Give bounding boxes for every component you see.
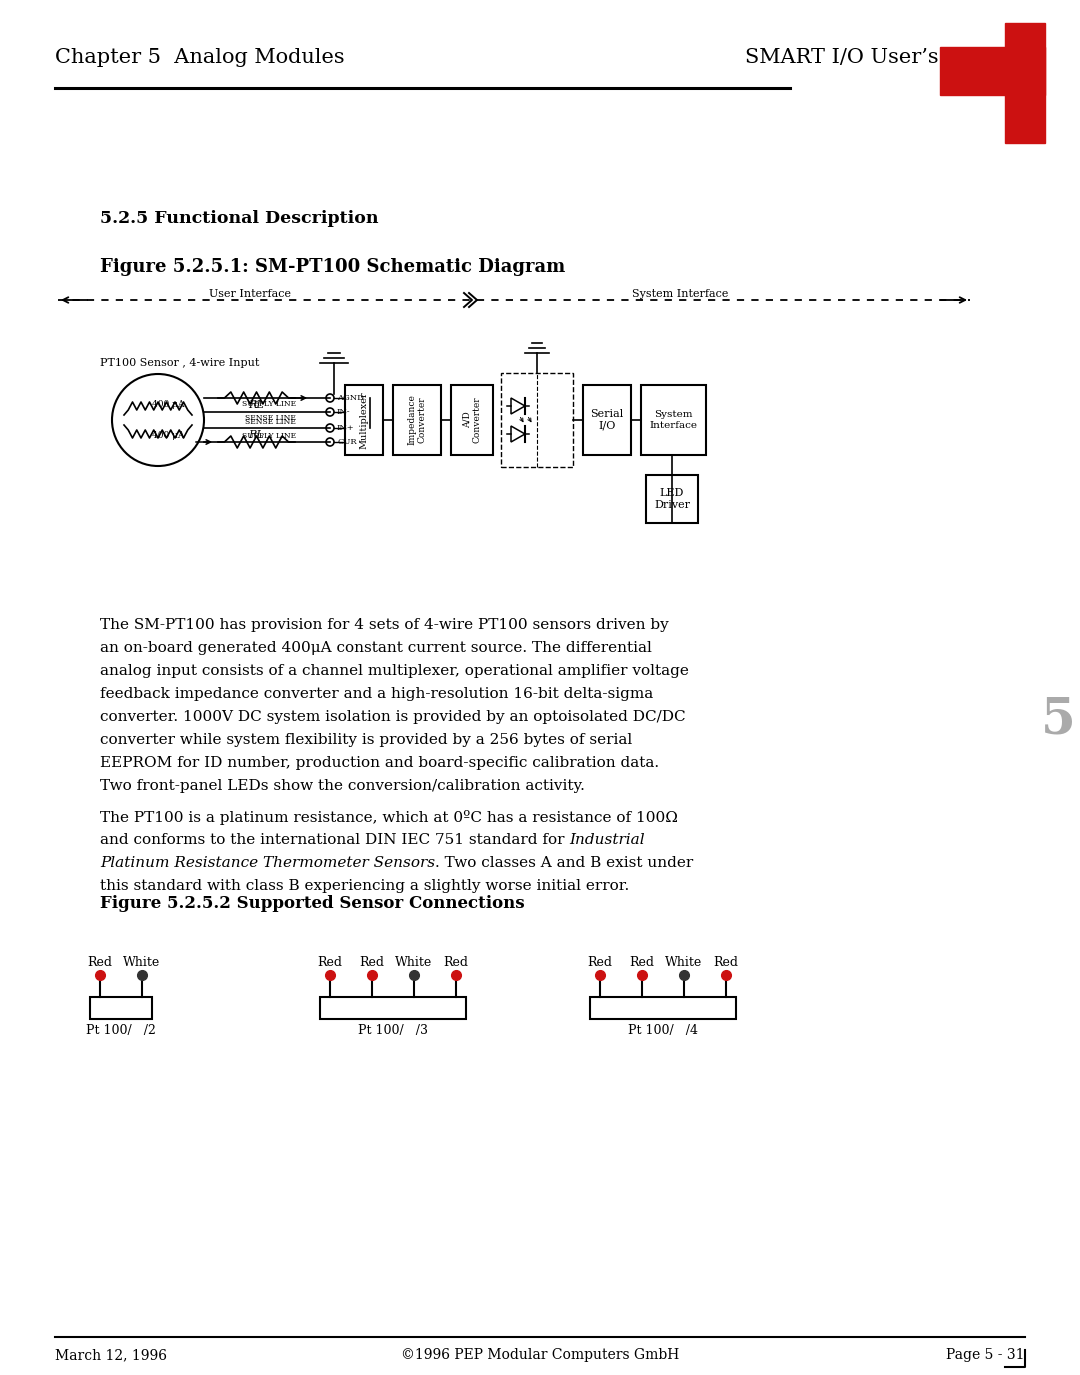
Text: The SM-PT100 has provision for 4 sets of 4-wire PT100 sensors driven by: The SM-PT100 has provision for 4 sets of… — [100, 617, 669, 632]
Text: System
Interface: System Interface — [649, 410, 698, 430]
Text: SUPPLY LINE: SUPPLY LINE — [242, 400, 296, 408]
Text: feedback impedance converter and a high-resolution 16-bit delta-sigma: feedback impedance converter and a high-… — [100, 688, 653, 701]
Text: SUPPLY LINE: SUPPLY LINE — [242, 432, 296, 440]
Text: Figure 5.2.5.2 Supported Sensor Connections: Figure 5.2.5.2 Supported Sensor Connecti… — [100, 895, 525, 912]
Text: Pt 100/   /3: Pt 100/ /3 — [357, 1024, 428, 1037]
Text: 5: 5 — [1041, 696, 1076, 744]
Text: IN-: IN- — [337, 408, 351, 417]
Text: PT100 Sensor , 4-wire Input: PT100 Sensor , 4-wire Input — [100, 358, 259, 368]
Text: RL: RL — [248, 430, 264, 440]
Text: ©1996 PEP Modular Computers GmbH: ©1996 PEP Modular Computers GmbH — [401, 1348, 679, 1363]
Text: Page 5 - 31: Page 5 - 31 — [946, 1348, 1025, 1363]
Text: Pt 100/   /4: Pt 100/ /4 — [627, 1024, 698, 1037]
Text: Two front-panel LEDs show the conversion/calibration activity.: Two front-panel LEDs show the conversion… — [100, 780, 585, 793]
Text: 400 μA: 400 μA — [152, 400, 185, 408]
Text: Chapter 5  Analog Modules: Chapter 5 Analog Modules — [55, 48, 345, 67]
Polygon shape — [511, 426, 525, 441]
Text: and conforms to the international DIN IEC 751 standard for: and conforms to the international DIN IE… — [100, 833, 569, 847]
Text: March 12, 1996: March 12, 1996 — [55, 1348, 167, 1363]
Bar — [590, 997, 735, 1019]
Text: Platinum Resistance Thermometer Sensors: Platinum Resistance Thermometer Sensors — [100, 857, 435, 870]
Text: White: White — [665, 956, 703, 969]
Bar — [646, 474, 698, 522]
Text: LED
Driver: LED Driver — [654, 488, 690, 510]
Text: Red: Red — [714, 956, 739, 969]
Text: 5.2.5 Functional Description: 5.2.5 Functional Description — [100, 210, 378, 227]
Text: White: White — [123, 956, 161, 969]
Bar — [393, 385, 441, 455]
Text: Impedance
Converter: Impedance Converter — [407, 395, 427, 446]
Bar — [642, 385, 706, 455]
Text: CUR: CUR — [337, 439, 356, 446]
Text: an on-board generated 400μA constant current source. The differential: an on-board generated 400μA constant cur… — [100, 641, 652, 654]
Text: User Interface: User Interface — [210, 289, 291, 298]
Text: System Interface: System Interface — [632, 289, 728, 298]
Bar — [90, 997, 152, 1019]
Text: IN+: IN+ — [337, 424, 354, 432]
Text: Multiplexer: Multiplexer — [360, 392, 368, 448]
Text: Red: Red — [87, 956, 112, 969]
Text: SENSE LINE: SENSE LINE — [245, 418, 296, 426]
Text: Red: Red — [588, 956, 612, 969]
Text: analog input consists of a channel multiplexer, operational amplifier voltage: analog input consists of a channel multi… — [100, 664, 689, 678]
Text: SENSE LINE: SENSE LINE — [245, 414, 296, 422]
Text: . Two classes A and B exist under: . Two classes A and B exist under — [435, 857, 693, 870]
Polygon shape — [511, 397, 525, 414]
Text: Figure 5.2.5.1: SM-PT100 Schematic Diagram: Figure 5.2.5.1: SM-PT100 Schematic Diagr… — [100, 258, 565, 276]
Text: RL: RL — [248, 400, 264, 410]
Text: converter. 1000V DC system isolation is provided by an optoisolated DC/DC: converter. 1000V DC system isolation is … — [100, 710, 686, 725]
Text: Pt 100/   /2: Pt 100/ /2 — [86, 1024, 156, 1037]
Bar — [320, 997, 465, 1019]
Text: AGND: AGND — [337, 395, 364, 401]
Bar — [451, 385, 492, 455]
Text: 400 μA: 400 μA — [152, 430, 185, 440]
Bar — [345, 385, 383, 455]
Text: SMART I/O User’s Manual: SMART I/O User’s Manual — [745, 48, 1025, 67]
Text: White: White — [395, 956, 433, 969]
Bar — [583, 385, 631, 455]
Text: The PT100 is a platinum resistance, which at 0ºC has a resistance of 100Ω: The PT100 is a platinum resistance, whic… — [100, 810, 678, 825]
Text: Red: Red — [630, 956, 654, 969]
Text: Serial
I/O: Serial I/O — [591, 410, 623, 430]
Text: Industrial: Industrial — [569, 833, 645, 847]
Bar — [501, 373, 573, 468]
Text: EEPROM for ID number, production and board-specific calibration data.: EEPROM for ID number, production and boa… — [100, 756, 659, 770]
Text: Red: Red — [360, 956, 384, 969]
Text: Red: Red — [444, 956, 469, 969]
Text: converter while system flexibility is provided by a 256 bytes of serial: converter while system flexibility is pr… — [100, 733, 632, 747]
Bar — [940, 47, 1045, 95]
Text: Red: Red — [318, 956, 342, 969]
Text: A/D
Converter: A/D Converter — [462, 397, 482, 443]
Text: this standard with class B experiencing a slightly worse initial error.: this standard with class B experiencing … — [100, 879, 630, 892]
Bar — [1005, 23, 1045, 143]
